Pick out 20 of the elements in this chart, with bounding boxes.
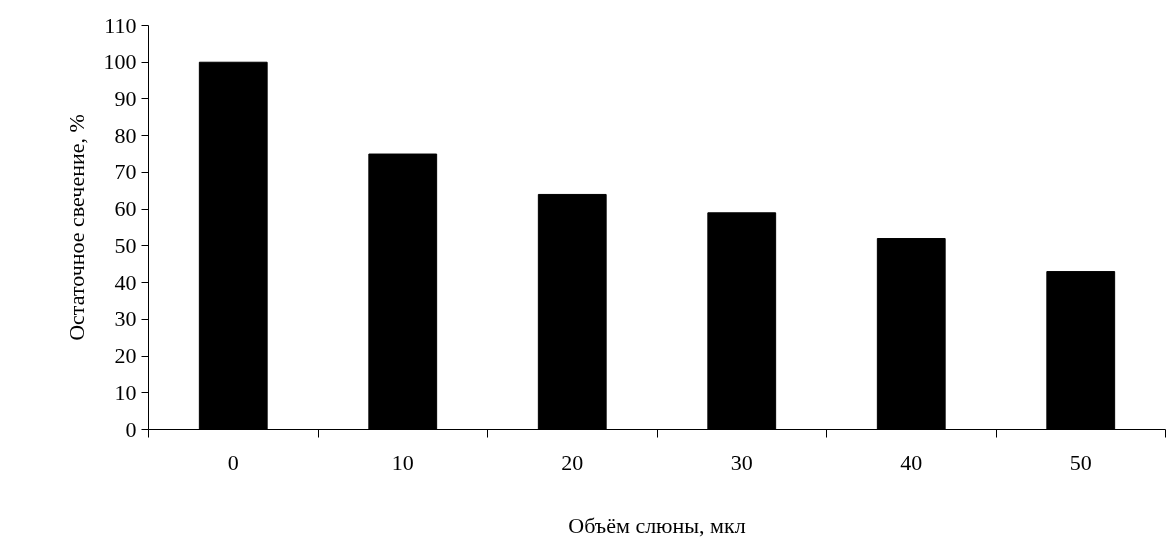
x-tick-label: 0: [227, 449, 239, 475]
y-tick-label: 20: [114, 343, 137, 369]
y-tick-label: 10: [114, 379, 137, 405]
x-tick-label: 30: [730, 449, 753, 475]
y-tick-label: 70: [114, 159, 137, 185]
x-tick-label: 10: [391, 449, 414, 475]
y-tick-label: 90: [114, 85, 137, 111]
x-tick-label: 40: [900, 449, 923, 475]
y-axis-title: Остаточное свечение, %: [63, 114, 89, 341]
y-tick-label: 0: [125, 416, 137, 442]
x-tick-label: 50: [1069, 449, 1092, 475]
x-axis-title: Объём слюны, мкл: [568, 512, 746, 538]
y-tick-label: 40: [114, 269, 137, 295]
y-tick-label: 30: [114, 306, 137, 332]
y-tick-label: 110: [104, 12, 137, 38]
y-tick-label: 60: [114, 196, 137, 222]
x-tick-label: 20: [561, 449, 584, 475]
y-tick-label: 50: [114, 232, 137, 258]
y-tick-label: 80: [114, 122, 137, 148]
y-tick-label: 100: [103, 49, 137, 75]
